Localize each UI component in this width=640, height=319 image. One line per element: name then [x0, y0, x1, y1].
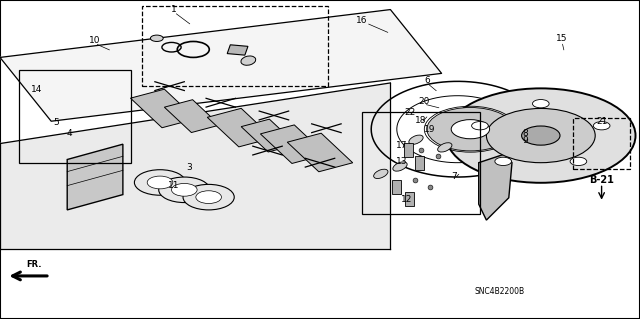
Circle shape: [570, 157, 587, 166]
Circle shape: [427, 108, 514, 151]
Text: 15: 15: [556, 34, 568, 43]
Ellipse shape: [393, 162, 407, 171]
Ellipse shape: [409, 135, 423, 145]
Circle shape: [522, 126, 560, 145]
Polygon shape: [164, 100, 220, 132]
Text: 17: 17: [396, 141, 408, 150]
Circle shape: [446, 88, 636, 183]
Text: 10: 10: [89, 36, 100, 45]
Circle shape: [593, 122, 610, 130]
Polygon shape: [260, 125, 326, 163]
Bar: [405, 192, 414, 206]
Polygon shape: [67, 144, 123, 210]
Text: 7: 7: [452, 172, 457, 181]
Text: 1: 1: [172, 5, 177, 14]
Bar: [227, 45, 248, 55]
Bar: [415, 156, 424, 170]
Polygon shape: [207, 108, 273, 147]
Circle shape: [150, 35, 163, 41]
Text: 22: 22: [404, 108, 415, 117]
Text: 8: 8: [522, 129, 527, 138]
Circle shape: [532, 100, 549, 108]
Polygon shape: [0, 83, 390, 249]
Circle shape: [433, 111, 508, 148]
Circle shape: [159, 177, 210, 203]
Circle shape: [134, 170, 186, 195]
Text: 13: 13: [396, 157, 408, 166]
Text: 21: 21: [596, 117, 607, 126]
Text: 14: 14: [31, 85, 43, 94]
Ellipse shape: [241, 56, 256, 65]
Text: B-21: B-21: [589, 175, 614, 185]
Text: 3: 3: [186, 163, 191, 172]
Circle shape: [472, 122, 488, 130]
Text: 5: 5: [54, 118, 59, 127]
Circle shape: [451, 120, 490, 139]
Circle shape: [147, 176, 173, 189]
Text: 20: 20: [418, 97, 429, 106]
Text: SNC4B2200B: SNC4B2200B: [474, 287, 524, 296]
Text: 9: 9: [522, 137, 527, 145]
Polygon shape: [241, 119, 296, 152]
Text: FR.: FR.: [26, 260, 42, 269]
Circle shape: [495, 157, 511, 166]
Text: 12: 12: [401, 195, 412, 204]
Bar: [142, 6, 328, 86]
Bar: [404, 143, 413, 157]
Polygon shape: [287, 133, 353, 172]
Polygon shape: [131, 89, 196, 128]
Ellipse shape: [438, 143, 452, 152]
Polygon shape: [0, 10, 442, 121]
Text: 19: 19: [424, 125, 436, 134]
Bar: [362, 112, 480, 214]
Circle shape: [183, 184, 234, 210]
Bar: [392, 180, 401, 194]
Bar: [19, 70, 131, 163]
Text: 6: 6: [424, 76, 429, 85]
Polygon shape: [479, 154, 512, 220]
Ellipse shape: [374, 169, 388, 179]
Text: 16: 16: [356, 16, 367, 25]
Text: 4: 4: [67, 130, 72, 138]
Circle shape: [196, 191, 221, 204]
Circle shape: [172, 183, 197, 196]
Circle shape: [486, 108, 595, 163]
Text: 18: 18: [415, 116, 427, 125]
Text: 11: 11: [168, 181, 180, 189]
Bar: [573, 118, 630, 169]
